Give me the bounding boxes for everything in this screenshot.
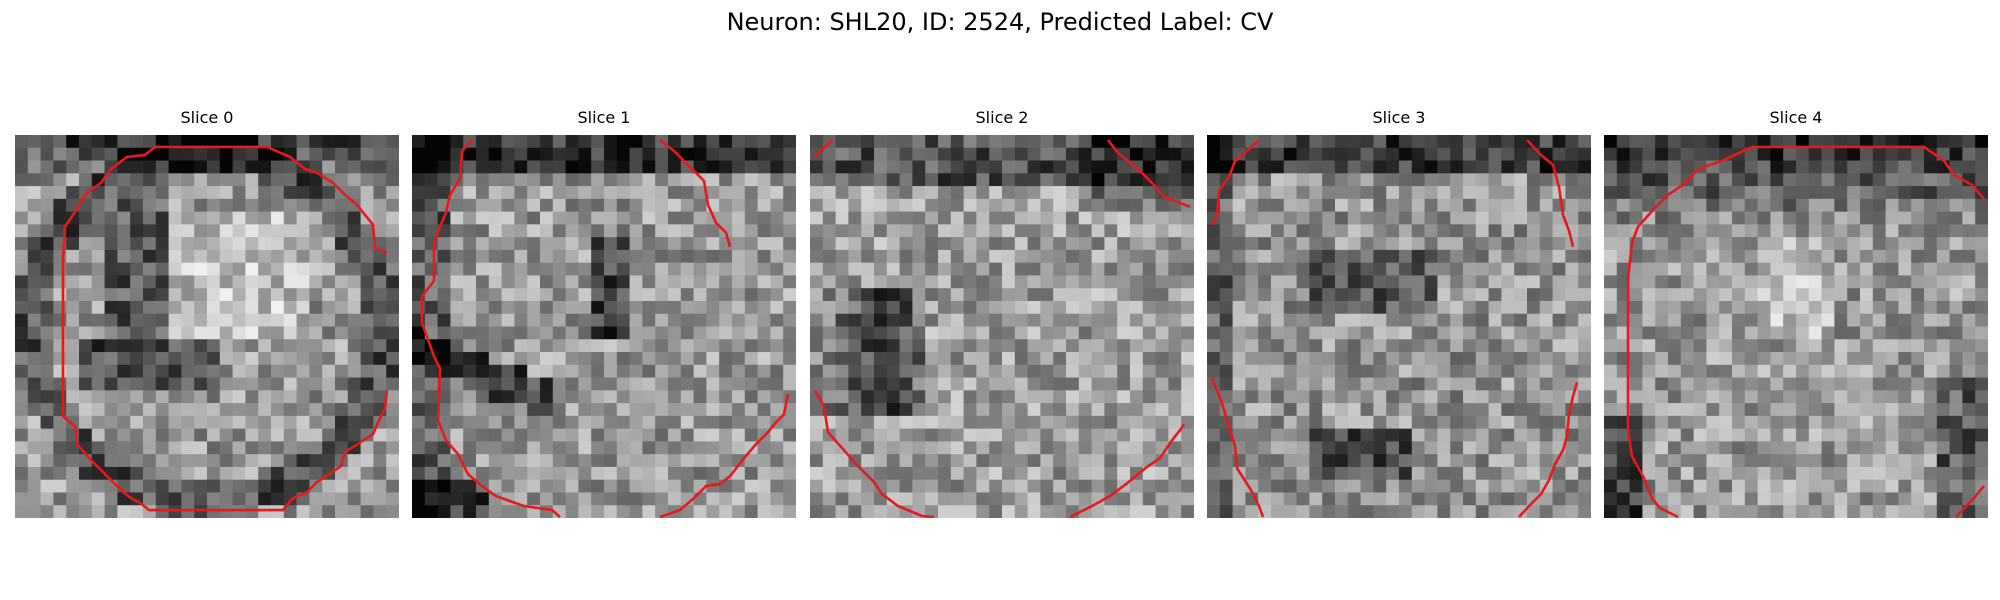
slice-title: Slice 1 (577, 108, 631, 127)
slice-panel-1: Slice 1 (412, 108, 796, 518)
slice-title: Slice 4 (1769, 108, 1823, 127)
slice-image-1 (412, 135, 796, 518)
slice-image-3 (1207, 135, 1591, 518)
contour-line (1626, 145, 1985, 518)
contour-line (1518, 381, 1579, 518)
slice-title: Slice 0 (180, 108, 234, 127)
contour-line (1069, 423, 1186, 518)
slice-image-4 (1604, 135, 1988, 518)
pixel-grid (1604, 135, 1988, 518)
contour-line (813, 389, 935, 518)
slice-title: Slice 3 (1372, 108, 1426, 127)
slice-panel-0: Slice 0 (15, 108, 399, 518)
contour-line (1210, 377, 1265, 518)
contour-line (61, 145, 389, 512)
pixel-grid (1207, 135, 1591, 518)
contour-line (1106, 139, 1191, 209)
slice-panel-4: Slice 4 (1604, 108, 1988, 518)
contour-line (1211, 139, 1260, 226)
contour-line (659, 138, 732, 248)
contour-line (420, 139, 561, 518)
figure-title: Neuron: SHL20, ID: 2524, Predicted Label… (726, 8, 1274, 36)
slice-title: Slice 2 (975, 108, 1029, 127)
pixel-grid (15, 135, 399, 518)
slice-image-0 (15, 135, 399, 518)
pixel-grid (810, 135, 1194, 518)
slice-panel-3: Slice 3 (1207, 108, 1591, 518)
contour-line (814, 139, 833, 158)
contour-line (659, 394, 790, 518)
slice-panel-2: Slice 2 (810, 108, 1194, 518)
contour-line (1526, 139, 1575, 248)
contour-line (1955, 485, 1985, 518)
pixel-grid (412, 135, 796, 518)
slice-image-2 (810, 135, 1194, 518)
